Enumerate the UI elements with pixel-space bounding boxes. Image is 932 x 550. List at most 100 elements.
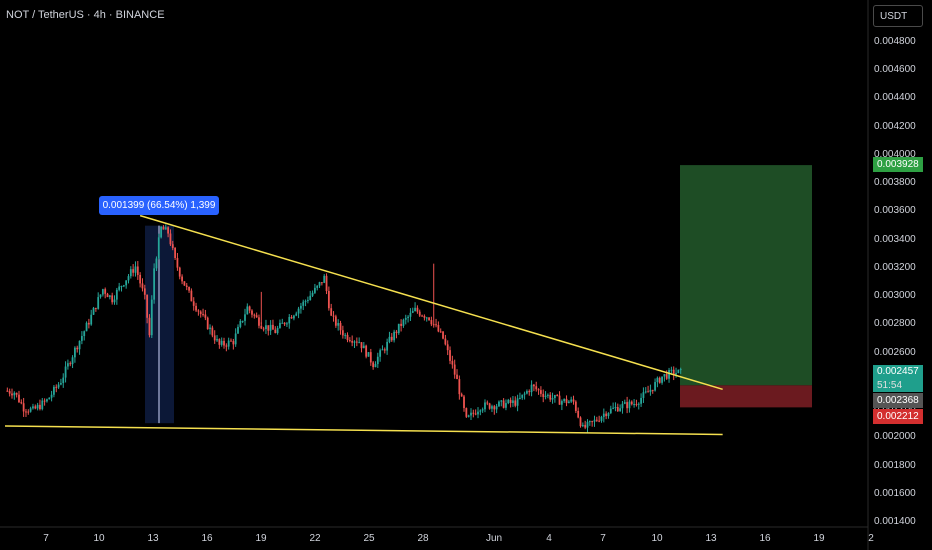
- candle-body: [535, 386, 538, 390]
- candle-body: [143, 288, 146, 295]
- candle-body: [120, 286, 123, 288]
- candle-body: [628, 401, 631, 409]
- candle-body: [288, 317, 291, 324]
- candle-body: [160, 226, 163, 238]
- candle-body: [675, 373, 677, 375]
- candle-body: [218, 339, 221, 345]
- candle-body: [48, 397, 51, 400]
- candle-body: [481, 409, 484, 411]
- unit-selector[interactable]: USDT: [873, 5, 923, 27]
- candle-body: [463, 396, 465, 409]
- candle-body: [626, 402, 629, 409]
- candle-body: [446, 344, 449, 351]
- candle-body: [76, 347, 79, 350]
- candle-body: [456, 374, 458, 380]
- candle-body: [668, 369, 670, 379]
- candle-body: [57, 384, 60, 388]
- x-tick-label: 13: [147, 533, 159, 544]
- candle-body: [146, 294, 149, 318]
- candle-body: [283, 322, 286, 325]
- y-tick-label: 0.004800: [874, 36, 916, 47]
- candle-body: [500, 400, 503, 402]
- candle-body: [265, 325, 267, 330]
- candle-body: [553, 395, 556, 399]
- candle-body: [479, 410, 482, 412]
- y-tick-label: 0.003200: [874, 261, 916, 273]
- candle-body: [598, 420, 601, 422]
- candle-body: [630, 401, 633, 405]
- candle-body: [155, 258, 158, 269]
- candle-body: [425, 317, 428, 319]
- candle-body: [609, 408, 612, 414]
- candle-body: [32, 406, 34, 409]
- y-tick-label: 0.001800: [874, 459, 916, 471]
- candle-body: [164, 227, 167, 230]
- candle-body: [549, 394, 552, 400]
- y-tick-label: 0.002000: [874, 431, 916, 443]
- candle-body: [67, 363, 69, 367]
- candle-body: [540, 390, 542, 394]
- candle-body: [25, 411, 27, 413]
- candle-body: [241, 320, 244, 322]
- x-tick-label: 16: [201, 533, 213, 544]
- candle-body: [134, 266, 137, 273]
- candle-body: [621, 403, 624, 409]
- candle-body: [416, 307, 419, 312]
- candle-body: [386, 341, 389, 351]
- candle-body: [132, 269, 135, 273]
- candle-body: [181, 276, 183, 282]
- candle-body: [78, 340, 81, 350]
- candle-body: [167, 227, 169, 234]
- x-tick-label: 28: [417, 533, 429, 544]
- candle-body: [458, 379, 461, 395]
- candle-body: [53, 386, 55, 395]
- candle-body: [253, 314, 256, 316]
- y-tick-label: 0.002200: [874, 403, 916, 414]
- candle-body: [276, 327, 279, 334]
- candle-body: [439, 331, 442, 333]
- candle-body: [449, 350, 451, 361]
- candle-body: [262, 328, 265, 330]
- y-tick-label: 0.004600: [874, 64, 916, 76]
- candle-body: [514, 400, 517, 406]
- candle-body: [71, 357, 74, 365]
- candle-body: [351, 340, 354, 343]
- candle-body: [612, 407, 615, 409]
- candle-body: [488, 403, 491, 409]
- candle-body: [148, 317, 151, 336]
- candle-body: [69, 363, 72, 365]
- candle-body: [435, 324, 437, 326]
- candle-body: [339, 323, 342, 331]
- candle-body: [614, 407, 617, 409]
- candle-body: [176, 258, 179, 268]
- candle-body: [465, 408, 468, 417]
- y-tick-label: 0.004400: [874, 92, 916, 104]
- candle-body: [428, 317, 430, 321]
- candle-body: [99, 294, 102, 298]
- candle-body: [104, 289, 107, 294]
- candle-body: [15, 392, 18, 395]
- x-tick-label: 22: [309, 533, 321, 544]
- candle-body: [330, 308, 333, 316]
- candle-body: [20, 402, 23, 404]
- candle-body: [453, 364, 456, 375]
- loss-zone: [680, 385, 812, 408]
- y-tick-label: 0.002600: [874, 346, 916, 358]
- candle-body: [260, 325, 263, 329]
- candle-body: [97, 297, 100, 309]
- candle-body: [258, 317, 260, 326]
- candle-body: [656, 377, 659, 383]
- candle-body: [192, 301, 195, 306]
- candle-body: [85, 322, 88, 332]
- candle-body: [679, 369, 682, 371]
- candle-body: [60, 383, 62, 385]
- candle-body: [358, 342, 361, 344]
- candle-body: [129, 269, 132, 277]
- candle-body: [477, 411, 479, 415]
- candle-body: [113, 299, 116, 303]
- candle-body: [633, 404, 635, 406]
- candle-body: [537, 389, 540, 391]
- x-tick-label: 10: [651, 533, 663, 544]
- candle-body: [400, 323, 402, 326]
